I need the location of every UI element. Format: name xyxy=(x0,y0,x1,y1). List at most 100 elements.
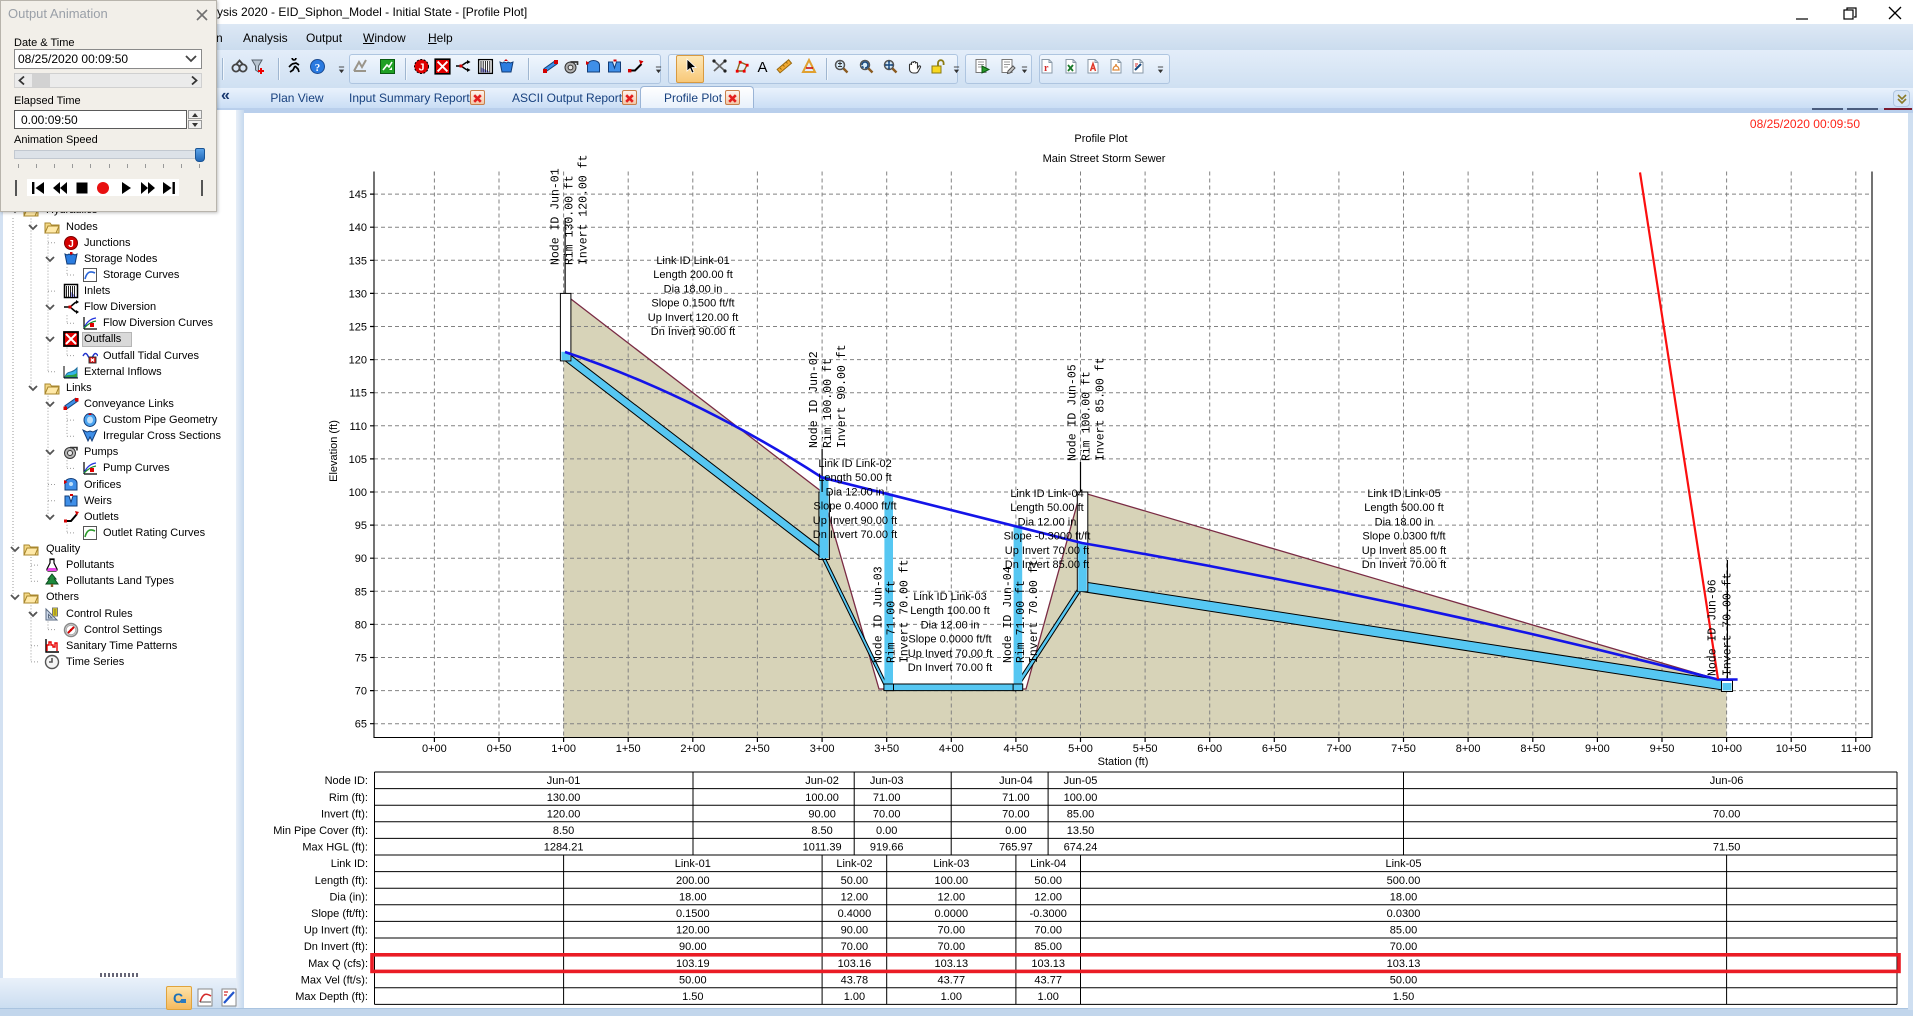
svg-text:103.19: 103.19 xyxy=(676,958,710,970)
svg-text:85.00: 85.00 xyxy=(1390,925,1418,937)
svg-text:Jun-04: Jun-04 xyxy=(999,775,1033,787)
svg-text:Max Depth (ft):: Max Depth (ft): xyxy=(295,991,368,1003)
svg-text:115: 115 xyxy=(349,388,367,400)
svg-text:Up Invert 85.00 ft: Up Invert 85.00 ft xyxy=(1362,545,1446,557)
svg-text:0+00: 0+00 xyxy=(422,743,447,755)
svg-text:Dia 18.00 in: Dia 18.00 in xyxy=(664,283,723,295)
svg-text:85.00: 85.00 xyxy=(1067,808,1095,820)
svg-text:Length 50.00 ft: Length 50.00 ft xyxy=(818,472,891,484)
svg-text:18.00: 18.00 xyxy=(1390,891,1418,903)
svg-text:Length 500.00 ft: Length 500.00 ft xyxy=(1364,502,1444,514)
svg-text:8+50: 8+50 xyxy=(1520,743,1545,755)
svg-text:135: 135 xyxy=(349,255,367,267)
svg-text:Invert 70.00 ft: Invert 70.00 ft xyxy=(1722,572,1735,676)
svg-text:Link ID Link-03: Link ID Link-03 xyxy=(913,591,986,603)
svg-text:90.00: 90.00 xyxy=(808,808,836,820)
svg-text:12.00: 12.00 xyxy=(841,891,869,903)
svg-text:100: 100 xyxy=(349,487,367,499)
svg-text:2+50: 2+50 xyxy=(745,743,770,755)
svg-text:100.00: 100.00 xyxy=(934,875,968,887)
svg-text:Invert (ft):: Invert (ft): xyxy=(321,808,368,820)
svg-text:Jun-06: Jun-06 xyxy=(1710,775,1744,787)
svg-text:70.00: 70.00 xyxy=(1390,941,1418,953)
svg-text:Station (ft): Station (ft) xyxy=(1098,756,1149,768)
svg-text:Link ID Link-01: Link ID Link-01 xyxy=(656,255,729,267)
svg-text:Link ID Link-04: Link ID Link-04 xyxy=(1010,488,1083,500)
svg-text:Link ID Link-05: Link ID Link-05 xyxy=(1367,488,1440,500)
svg-text:Invert 90.00 ft: Invert 90.00 ft xyxy=(836,344,849,448)
svg-text:110: 110 xyxy=(349,421,367,433)
svg-text:Slope 0.1500 ft/ft: Slope 0.1500 ft/ft xyxy=(651,298,734,310)
svg-text:Profile Plot: Profile Plot xyxy=(1074,133,1127,145)
svg-text:Node ID Jun-03: Node ID Jun-03 xyxy=(873,566,886,663)
svg-text:0.00: 0.00 xyxy=(1005,825,1026,837)
svg-text:100.00: 100.00 xyxy=(805,792,839,804)
svg-text:Node ID Jun-06: Node ID Jun-06 xyxy=(1707,579,1720,676)
svg-text:90.00: 90.00 xyxy=(841,925,869,937)
svg-text:10+00: 10+00 xyxy=(1711,743,1742,755)
svg-text:Up Invert 120.00 ft: Up Invert 120.00 ft xyxy=(648,312,739,324)
svg-text:Node ID:: Node ID: xyxy=(325,775,368,787)
svg-text:70.00: 70.00 xyxy=(1713,808,1741,820)
svg-text:75: 75 xyxy=(355,653,367,665)
svg-text:105: 105 xyxy=(349,454,367,466)
svg-text:Rim 71.00 ft: Rim 71.00 ft xyxy=(886,580,899,663)
svg-text:500.00: 500.00 xyxy=(1387,875,1421,887)
svg-text:80: 80 xyxy=(355,619,367,631)
svg-text:Dn Invert 70.00 ft: Dn Invert 70.00 ft xyxy=(1362,559,1446,571)
svg-text:Main Street Storm Sewer: Main Street Storm Sewer xyxy=(1043,153,1166,165)
svg-text:Jun-03: Jun-03 xyxy=(870,775,904,787)
svg-text:Length 200.00 ft: Length 200.00 ft xyxy=(653,269,733,281)
svg-text:1011.39: 1011.39 xyxy=(803,842,842,854)
svg-text:100.00: 100.00 xyxy=(1064,792,1098,804)
svg-text:120.00: 120.00 xyxy=(676,925,710,937)
svg-text:Slope 0.0300 ft/ft: Slope 0.0300 ft/ft xyxy=(1362,531,1445,543)
svg-text:1.00: 1.00 xyxy=(941,991,962,1003)
svg-text:Max Q (cfs):: Max Q (cfs): xyxy=(308,958,368,970)
svg-text:Node ID Jun-04: Node ID Jun-04 xyxy=(1002,566,1015,663)
svg-text:70: 70 xyxy=(355,686,367,698)
svg-text:Slope 0.0000 ft/ft: Slope 0.0000 ft/ft xyxy=(908,634,991,646)
svg-text:103.13: 103.13 xyxy=(934,958,968,970)
svg-text:50.00: 50.00 xyxy=(1034,875,1062,887)
svg-text:Dn Invert 70.00 ft: Dn Invert 70.00 ft xyxy=(908,662,992,674)
svg-text:1.50: 1.50 xyxy=(682,991,703,1003)
svg-text:Invert 120.00 ft: Invert 120.00 ft xyxy=(578,155,591,265)
svg-text:Up Invert 90.00 ft: Up Invert 90.00 ft xyxy=(813,515,897,527)
svg-text:145: 145 xyxy=(349,189,367,201)
svg-text:919.66: 919.66 xyxy=(870,842,904,854)
svg-text:C: C xyxy=(173,990,183,1006)
svg-text:13.50: 13.50 xyxy=(1067,825,1095,837)
svg-text:Jun-01: Jun-01 xyxy=(547,775,581,787)
svg-text:10+50: 10+50 xyxy=(1776,743,1807,755)
svg-text:103.13: 103.13 xyxy=(1031,958,1065,970)
svg-text:70.00: 70.00 xyxy=(1002,808,1030,820)
svg-text:Link-03: Link-03 xyxy=(933,858,969,870)
svg-text:Elevation (ft): Elevation (ft) xyxy=(328,420,340,482)
svg-text:18.00: 18.00 xyxy=(679,891,707,903)
svg-text:90: 90 xyxy=(355,553,367,565)
svg-text:Node ID Jun-05: Node ID Jun-05 xyxy=(1067,364,1080,461)
svg-text:Rim 100.00 ft: Rim 100.00 ft xyxy=(822,358,835,448)
svg-text:3+00: 3+00 xyxy=(810,743,835,755)
svg-text:Length 50.00 ft: Length 50.00 ft xyxy=(1010,502,1083,514)
svg-text:71.00: 71.00 xyxy=(1002,792,1030,804)
svg-text:Dia (in):: Dia (in): xyxy=(329,891,368,903)
svg-text:1+00: 1+00 xyxy=(551,743,576,755)
svg-text:50.00: 50.00 xyxy=(841,875,869,887)
svg-text:Slope 0.4000 ft/ft: Slope 0.4000 ft/ft xyxy=(813,501,896,513)
svg-text:Dia 12.00 in: Dia 12.00 in xyxy=(1018,516,1077,528)
svg-text:-0.3000: -0.3000 xyxy=(1030,908,1067,920)
svg-text:Rim 130.00 ft: Rim 130.00 ft xyxy=(564,175,577,265)
svg-text:1.00: 1.00 xyxy=(844,991,865,1003)
svg-text:85: 85 xyxy=(355,586,367,598)
svg-text:7+00: 7+00 xyxy=(1327,743,1352,755)
svg-text:0.4000: 0.4000 xyxy=(838,908,872,920)
svg-text:r: r xyxy=(1044,63,1049,74)
svg-text:J: J xyxy=(419,62,425,74)
svg-text:120.00: 120.00 xyxy=(547,808,581,820)
svg-text:Max HGL (ft):: Max HGL (ft): xyxy=(302,842,368,854)
svg-text:Dia 12.00 in: Dia 12.00 in xyxy=(921,619,980,631)
svg-text:A: A xyxy=(757,59,767,75)
svg-text:85.00: 85.00 xyxy=(1034,941,1062,953)
